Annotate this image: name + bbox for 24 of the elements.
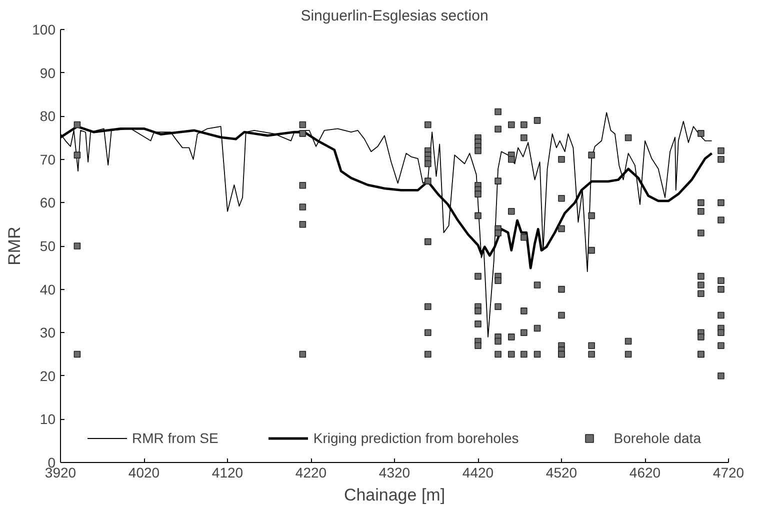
y-tick-label: 90 [40,64,56,81]
x-tick-label: 4120 [212,464,244,480]
y-tick-label: 80 [40,108,56,124]
legend-label: RMR from SE [132,430,218,446]
x-tick-label: 4220 [295,464,327,480]
x-tick-label: 4020 [128,464,160,480]
x-axis-title: Chainage [m] [344,486,446,504]
y-axis-title: RMR [5,226,24,266]
legend-label: Kriging prediction from boreholes [313,430,519,446]
x-tick-label: 4720 [712,464,744,480]
y-tick-label: 40 [40,281,56,298]
y-tick-label: 10 [40,411,56,428]
x-tick-label: 4320 [378,464,410,480]
y-tick-label: 70 [40,151,56,168]
x-tick-label: 4520 [546,464,578,480]
y-tick-label: 60 [40,194,56,211]
x-tick-label: 4420 [462,464,494,480]
chart-title: Singuerlin-Esglesias section [300,8,488,24]
legend-label: Borehole data [614,430,701,446]
y-tick-label: 100 [32,22,56,38]
y-tick-label: 20 [40,368,56,384]
x-tick-label: 4620 [629,464,661,480]
y-tick-label: 30 [40,324,56,341]
y-tick-label: 50 [40,238,56,254]
